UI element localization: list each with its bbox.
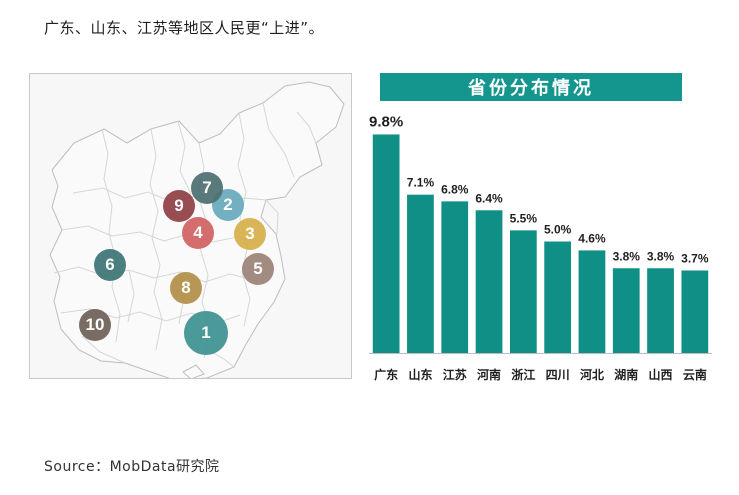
bar-四川: [544, 241, 572, 353]
bar-value-label: 9.8%: [369, 113, 403, 130]
province-distribution-chart: 省份分布情况 9.8% 广东 7.1% 山东 6.8% 江苏 6.4% 河南 5.5% 浙江 5.0…: [366, 73, 716, 393]
category-label: 山东: [408, 367, 432, 382]
map-marker-5: 5: [242, 253, 274, 285]
bar-河北: [578, 250, 606, 353]
category-label: 四川: [546, 368, 570, 382]
category-label: 江苏: [443, 367, 467, 382]
bar-山西: [647, 268, 674, 353]
bar-山东: [407, 194, 434, 353]
bar-value-label: 5.5%: [510, 211, 538, 225]
source-text: Source：MobData研究院: [44, 459, 220, 475]
bar-value-label: 6.8%: [441, 182, 469, 196]
map-marker-3: 3: [234, 218, 266, 250]
bar-value-label: 3.8%: [647, 249, 675, 263]
bar-value-label: 6.4%: [475, 191, 503, 205]
bar-value-label: 4.6%: [578, 231, 606, 245]
bar-广东: [372, 134, 400, 353]
bar-value-label: 5.0%: [544, 223, 572, 237]
category-label: 河北: [579, 367, 604, 382]
map-marker-7: 7: [191, 172, 223, 204]
bar-云南: [681, 270, 709, 353]
southern-island: [182, 364, 205, 378]
map-marker-10: 10: [79, 309, 111, 341]
category-label: 广东: [374, 367, 398, 382]
category-label: 湖南: [614, 367, 638, 382]
category-label: 山西: [649, 367, 673, 382]
category-label: 云南: [683, 367, 707, 382]
bar-value-label: 3.7%: [681, 251, 709, 265]
bar-value-label: 7.1%: [407, 176, 435, 190]
category-label: 河南: [476, 367, 501, 382]
chart-title: 省份分布情况: [380, 73, 682, 101]
bar-江苏: [441, 201, 469, 353]
bar-chart-svg: 9.8% 广东 7.1% 山东 6.8% 江苏 6.4% 河南 5.5% 浙江 5.0% 四川 4.6%…: [369, 113, 712, 382]
bar-value-label: 3.8%: [613, 249, 641, 263]
bar-浙江: [509, 230, 537, 353]
bar-河南: [475, 210, 503, 353]
china-map-panel: 1 2 3 4 5 6 7 8 9 10: [29, 73, 352, 379]
bar-湖南: [612, 268, 640, 353]
map-marker-9: 9: [163, 190, 195, 222]
map-marker-8: 8: [170, 272, 202, 304]
headline-text: 广东、山东、江苏等地区人民更“上进”。: [44, 19, 325, 37]
map-marker-1: 1: [184, 311, 228, 355]
map-marker-6: 6: [94, 249, 126, 281]
map-marker-4: 4: [182, 217, 214, 249]
category-label: 浙江: [511, 367, 535, 382]
